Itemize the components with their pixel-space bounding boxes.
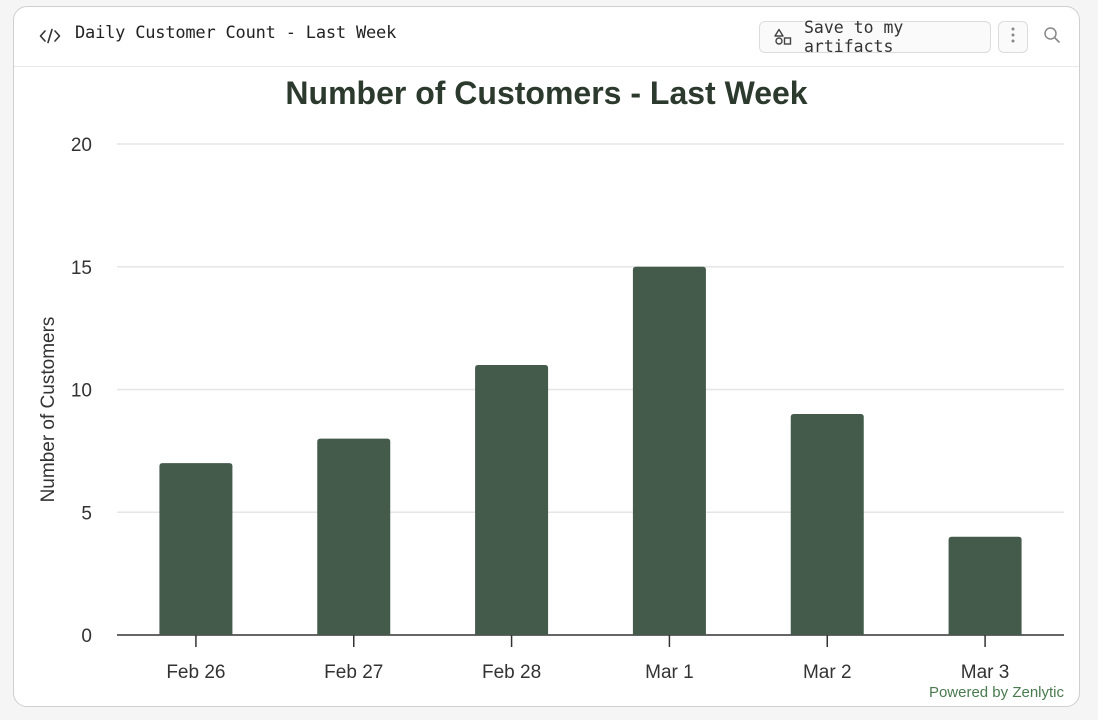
save-button-label: Save to my artifacts [804,18,904,56]
search-button[interactable] [1040,25,1064,49]
search-icon [1043,26,1061,49]
more-options-button[interactable] [998,21,1028,53]
y-tick-label: 5 [81,503,92,524]
bar [948,536,1022,635]
y-tick-label: 20 [71,135,92,156]
code-icon [39,26,61,46]
y-tick-label: 10 [71,381,92,402]
y-axis-label: Number of Customers [38,317,59,503]
bar [632,266,706,635]
bar [317,438,391,635]
card-header: Daily Customer Count - Last Week Save to… [14,7,1079,67]
x-tick-label: Mar 1 [645,662,694,683]
y-tick-label: 0 [81,626,92,647]
bar [475,364,549,635]
card-title: Daily Customer Count - Last Week [75,23,397,43]
bar [790,414,864,635]
powered-by-text: Powered by Zenlytic [928,684,1064,701]
kebab-menu-icon [1011,26,1015,49]
bar [159,463,233,635]
save-to-artifacts-button[interactable]: Save to my artifacts [759,18,991,56]
bar-chart: 0 5 10 15 20 Feb 26 Feb 27 Feb 28 Mar 1 Mar 2 Mar … [38,135,1064,683]
chart-card: Daily Customer Count - Last Week Save to… [13,6,1080,707]
x-tick-label: Feb 27 [324,662,383,683]
chart-title: Number of Customers - Last Week [285,75,808,111]
x-tick-label: Mar 2 [803,662,852,683]
x-tick-label: Mar 3 [961,662,1010,683]
y-tick-label: 15 [71,258,92,279]
shapes-icon [774,28,792,46]
x-tick-label: Feb 28 [482,662,541,683]
x-tick-label: Feb 26 [166,662,225,683]
